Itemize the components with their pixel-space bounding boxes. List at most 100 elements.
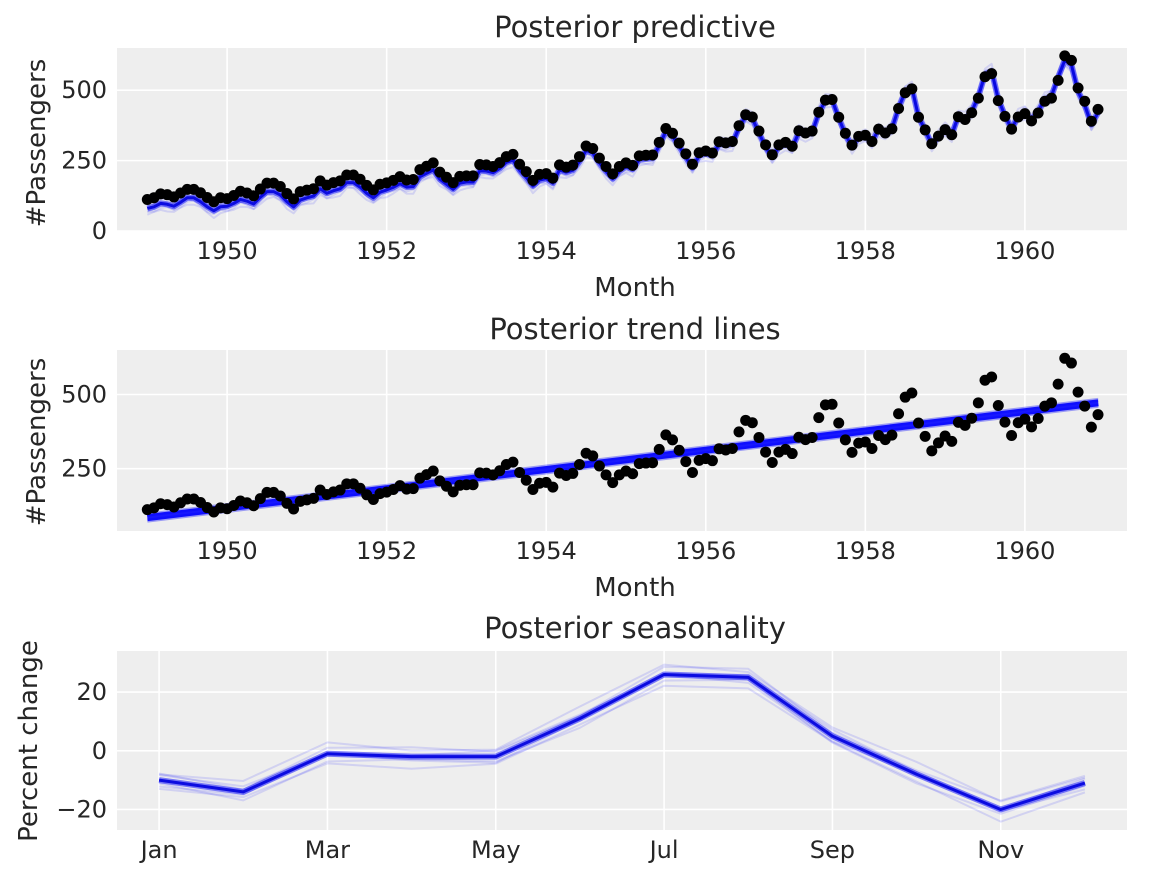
observed-point: [913, 417, 925, 429]
chart-title: Posterior predictive: [494, 10, 776, 44]
x-ticks: 1950 1952 1954 1956 1958 1960: [197, 537, 1056, 565]
observed-point: [826, 398, 838, 410]
observed-point: [813, 106, 825, 118]
observed-point: [680, 456, 692, 468]
observed-point: [753, 432, 765, 444]
observed-point: [407, 483, 419, 495]
observed-point: [959, 114, 971, 126]
x-tick-label: Jul: [648, 836, 679, 864]
x-tick-label: Sep: [810, 836, 855, 864]
marks: [141, 50, 1104, 220]
observed-point: [766, 456, 778, 468]
x-tick-label: 1954: [516, 237, 577, 265]
observed-point: [1072, 386, 1084, 398]
observed-point: [919, 124, 931, 136]
observed-point: [520, 166, 532, 178]
x-tick-label: 1960: [994, 237, 1055, 265]
observed-point: [1085, 115, 1097, 127]
observed-point: [886, 123, 898, 135]
observed-point: [946, 435, 958, 447]
panel-posterior-seasonality: Jan Mar May Jul Sep Nov 20 0 −20 Posterior seas…: [14, 611, 1127, 864]
observed-point: [667, 434, 679, 446]
observed-point: [407, 173, 419, 185]
observed-point: [653, 443, 665, 455]
observed-point: [593, 460, 605, 472]
y-ticks: 0 250 500: [61, 76, 107, 245]
observed-point: [986, 371, 998, 383]
observed-point: [1092, 103, 1104, 115]
observed-point: [766, 149, 778, 161]
observed-point: [846, 446, 858, 458]
observed-point: [833, 111, 845, 123]
y-tick-label: 250: [61, 455, 107, 483]
observed-point: [1019, 108, 1031, 120]
observed-point: [1045, 397, 1057, 409]
observed-point: [308, 183, 320, 195]
observed-point: [919, 430, 931, 442]
observed-point: [999, 110, 1011, 122]
observed-point: [866, 135, 878, 147]
observed-point: [833, 417, 845, 429]
posterior-draw-line: [158, 665, 1086, 802]
x-tick-label: Jan: [139, 836, 178, 864]
panel-posterior-predictive: 1950 1952 1954 1956 1958 1960 0 250 500 Posteri…: [22, 10, 1127, 303]
observed-point: [846, 139, 858, 151]
x-ticks: 1950 1952 1954 1956 1958 1960: [197, 237, 1056, 265]
observed-point: [547, 481, 559, 493]
observed-point: [607, 477, 619, 489]
observed-point: [906, 83, 918, 95]
x-tick-label: Mar: [305, 836, 350, 864]
observed-point: [547, 172, 559, 184]
y-axis-label: #Passengers: [22, 59, 52, 228]
observed-point: [647, 149, 659, 161]
observed-point: [667, 127, 679, 139]
observed-point: [966, 107, 978, 119]
observed-point: [966, 412, 978, 424]
observed-point: [673, 444, 685, 456]
observed-point: [427, 465, 439, 477]
observed-point: [627, 468, 639, 480]
observed-point: [1052, 378, 1064, 390]
x-tick-label: May: [471, 836, 521, 864]
observed-point: [992, 95, 1004, 107]
observed-point: [992, 399, 1004, 411]
observed-point: [567, 467, 579, 479]
observed-point: [726, 135, 738, 147]
observed-point: [274, 490, 286, 502]
posterior-mean-line: [158, 672, 1086, 811]
x-tick-label: 1952: [356, 537, 417, 565]
observed-point: [627, 159, 639, 171]
observed-point: [507, 456, 519, 468]
observed-point: [826, 94, 838, 106]
observed-point: [726, 443, 738, 455]
observed-point: [893, 408, 905, 420]
x-tick-label: 1956: [675, 537, 736, 565]
x-tick-label: 1954: [516, 537, 577, 565]
observed-point: [1092, 409, 1104, 421]
observed-point: [1085, 421, 1097, 433]
y-tick-label: 500: [61, 381, 107, 409]
observed-point: [1079, 95, 1091, 107]
observed-point: [839, 434, 851, 446]
y-tick-label: 0: [92, 217, 107, 245]
observed-point: [1072, 82, 1084, 94]
observed-point: [673, 137, 685, 149]
observed-point: [786, 140, 798, 152]
panel-posterior-trend-lines: 1950 1952 1954 1956 1958 1960 250 500 Posterio…: [22, 312, 1127, 603]
observed-point: [520, 474, 532, 486]
observed-point: [1026, 421, 1038, 433]
posterior-draw-line: [159, 663, 1086, 803]
marks: [141, 352, 1104, 523]
observed-point: [733, 426, 745, 438]
y-tick-label: 20: [76, 678, 107, 706]
plot-area: [117, 48, 1127, 231]
x-tick-label: 1958: [835, 237, 896, 265]
observed-point: [593, 152, 605, 164]
observed-point: [1065, 357, 1077, 369]
x-tick-label: 1950: [197, 537, 258, 565]
observed-point: [507, 148, 519, 160]
y-axis-label: Percent change: [14, 640, 44, 842]
observed-point: [760, 446, 772, 458]
observed-point: [753, 125, 765, 137]
